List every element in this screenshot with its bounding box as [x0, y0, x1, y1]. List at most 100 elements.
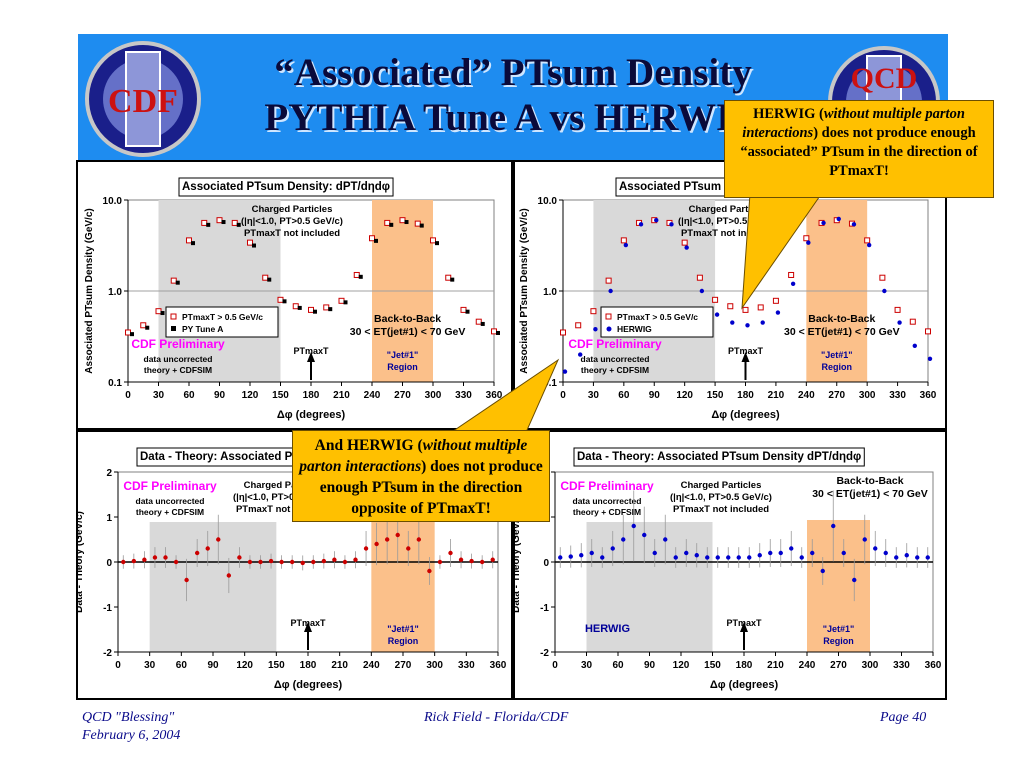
legend-label: PTmaxT > 0.5 GeV/c — [617, 312, 698, 322]
data-point — [925, 555, 930, 560]
data-point — [206, 222, 211, 227]
callout-bottom-text-2: without multiple parton interactions — [299, 437, 528, 475]
data-point — [663, 537, 668, 542]
data-point — [578, 352, 583, 357]
data-point — [806, 240, 811, 245]
data-point — [163, 555, 168, 560]
data-point — [358, 274, 363, 279]
data-point — [205, 546, 210, 551]
data-point — [430, 237, 436, 244]
data-point — [282, 299, 287, 304]
y-tick-label: 10.0 — [103, 196, 123, 207]
data-point — [789, 546, 794, 551]
x-axis-label: Δφ (degrees) — [277, 409, 346, 421]
data-point — [684, 245, 689, 250]
data-point — [448, 550, 453, 556]
data-point — [726, 555, 731, 560]
data-point — [450, 277, 455, 282]
data-point — [579, 553, 584, 558]
data-point — [883, 550, 888, 556]
y-axis-label: Associated PTsum Density (GeV/c) — [84, 208, 95, 373]
back-to-back-label: Back-to-Back — [808, 313, 875, 325]
x-tick-label: 360 — [490, 660, 507, 671]
data-point — [909, 318, 916, 325]
y-tick-label: 2 — [106, 468, 112, 479]
cuts-label: (|η|<1.0, PT>0.5 GeV/c) — [233, 492, 335, 503]
data-point — [623, 242, 629, 248]
data-point — [160, 311, 165, 316]
jet-region-label: Region — [822, 362, 853, 372]
data-point — [145, 325, 150, 330]
cuts-label: (|η|<1.0, PT>0.5 GeV/c) — [678, 216, 780, 227]
callout-bottom-text-3: ) does not produce enough PTsum in the d… — [319, 458, 543, 517]
data-point — [480, 321, 485, 326]
x-tick-label: 120 — [236, 660, 253, 671]
data-point — [712, 296, 719, 303]
x-tick-label: 300 — [859, 390, 876, 401]
data-point — [465, 309, 470, 314]
data-point — [194, 550, 200, 556]
data-point — [768, 550, 773, 556]
ptmax-label: PTmaxT — [728, 346, 764, 356]
y-tick-label: 0 — [106, 558, 112, 569]
x-tick-label: 180 — [303, 390, 320, 401]
x-tick-label: 270 — [828, 390, 845, 401]
data-point — [897, 320, 902, 325]
data-point — [747, 555, 752, 560]
footer-author: Rick Field - Florida/CDF — [424, 710, 569, 725]
data-point — [699, 288, 705, 294]
data-point — [236, 222, 241, 227]
data-point — [427, 568, 432, 574]
cdf-logo: CDF — [85, 41, 201, 157]
data-point — [715, 555, 720, 560]
cuts-label: (|η|<1.0, PT>0.5 GeV/c) — [241, 216, 343, 227]
cuts-label: Charged Particles — [689, 204, 770, 215]
x-tick-label: 270 — [395, 660, 412, 671]
chart-title-box — [573, 447, 865, 467]
x-tick-label: 300 — [425, 390, 442, 401]
x-tick-label: 30 — [581, 660, 593, 671]
cdf-logo-text: CDF — [108, 83, 178, 120]
callout-bottom-text-1: And HERWIG ( — [314, 437, 423, 454]
x-tick-label: 180 — [736, 660, 753, 671]
data-point — [216, 537, 221, 542]
x-tick-label: 30 — [588, 390, 600, 401]
legend-label: HERWIG — [617, 324, 652, 334]
data-point — [568, 554, 573, 559]
data-point — [389, 222, 394, 227]
data-point — [247, 559, 253, 565]
cuts-label: Charged Particles — [244, 480, 325, 491]
y-axis-label: Data - Theory (GeV/c) — [78, 511, 85, 613]
data-point — [175, 280, 180, 285]
data-point — [558, 555, 563, 560]
data-point — [803, 235, 810, 242]
x-tick-label: 360 — [486, 390, 503, 401]
data-point — [479, 559, 485, 565]
cuts-label: (|η|<1.0, PT>0.5 GeV/c) — [670, 492, 772, 503]
x-tick-label: 240 — [799, 660, 816, 671]
y-tick-label: -1 — [103, 603, 112, 614]
data-point — [621, 537, 626, 542]
y-axis-label: Associated PTsum Density (GeV/c) — [519, 208, 530, 373]
data-point — [631, 523, 636, 529]
x-tick-label: 90 — [214, 390, 226, 401]
data-point — [652, 550, 657, 556]
chart-title: Associated PTsum Density: dPT/dηdφ — [182, 181, 390, 193]
data-point — [173, 559, 179, 565]
data-point — [374, 238, 378, 243]
data-point — [852, 577, 857, 583]
y-tick-label: 0 — [543, 558, 549, 569]
note-label: theory + CDFSIM — [144, 365, 212, 375]
x-tick-label: 30 — [144, 660, 156, 671]
y-tick-label: 1 — [106, 513, 112, 524]
data-point — [130, 332, 134, 337]
data-point — [170, 277, 177, 284]
cuts-label: PTmaxT not included — [681, 228, 777, 239]
legend-label: PY Tune A — [182, 324, 223, 334]
slide-title-line-2: PYTHIA Tune A vs HERWIG — [264, 96, 762, 139]
data-point — [705, 555, 710, 560]
data-point — [873, 546, 878, 551]
data-point — [419, 223, 424, 228]
data-point — [742, 306, 749, 313]
data-point — [395, 532, 400, 538]
